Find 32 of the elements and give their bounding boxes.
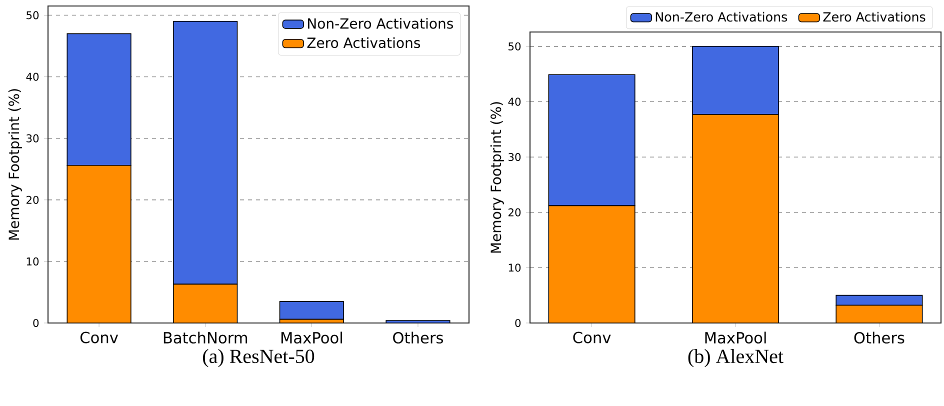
legend-label: Zero Activations — [307, 37, 420, 48]
bar — [173, 20, 238, 285]
y-tick-label: 0 — [515, 318, 521, 328]
x-tick-label: Others — [393, 332, 443, 344]
y-tick-label: 20 — [26, 196, 39, 204]
x-tick-label: BatchNorm — [164, 332, 248, 344]
legend-label: Non-Zero Activations — [656, 12, 788, 22]
x-tick-label: Conv — [573, 332, 611, 344]
y-tick-label: 40 — [26, 72, 39, 81]
bar — [279, 301, 344, 320]
text: (a) ResNet-50 — [203, 349, 314, 368]
y-tick-label: 20 — [508, 208, 521, 216]
y-tick-label: 10 — [26, 257, 39, 266]
text: (b) AlexNet — [688, 349, 784, 368]
bar — [173, 284, 238, 323]
y-tick-label: 30 — [508, 152, 521, 162]
x-tick-label: MaxPool — [281, 332, 342, 344]
y-axis-title: Memory Footprint (%) — [490, 102, 504, 253]
bar — [66, 165, 132, 323]
y-axis-title: Memory Footprint (%) — [8, 89, 22, 240]
y-tick-label: 30 — [26, 134, 39, 142]
legend-label: Zero Activations — [823, 12, 926, 22]
y-tick-label: 50 — [508, 42, 521, 50]
legend-label: Non-Zero Activations — [308, 18, 453, 29]
x-tick-label: Conv — [80, 332, 118, 344]
y-tick-label: 40 — [508, 98, 521, 106]
y-tick-label: 50 — [26, 11, 39, 20]
x-tick-label: Others — [854, 332, 904, 344]
y-tick-label: 10 — [508, 264, 521, 272]
y-tick-label: 0 — [33, 318, 39, 328]
x-tick-label: MaxPool — [705, 332, 766, 344]
bar — [66, 33, 132, 166]
